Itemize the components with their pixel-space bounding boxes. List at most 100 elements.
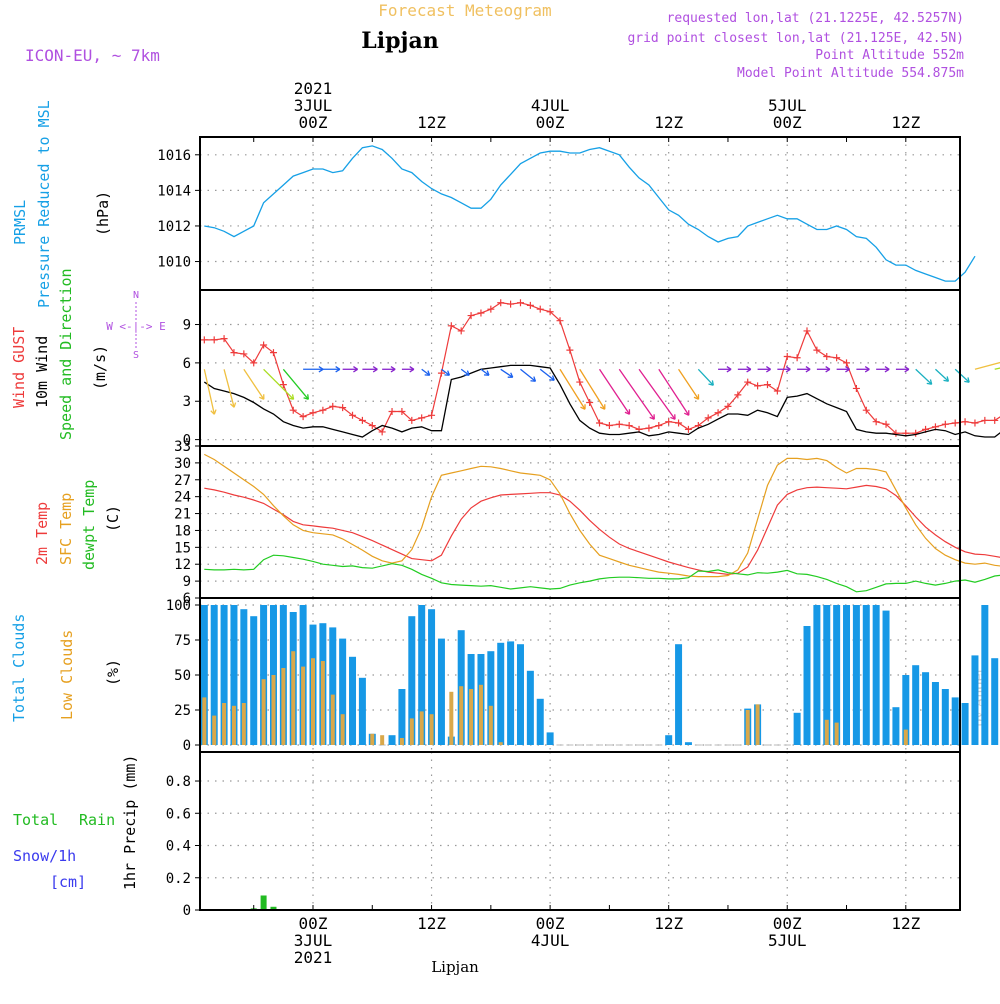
y-tick-label: 1014 xyxy=(157,183,191,199)
low-cloud-bar xyxy=(241,703,246,745)
low-cloud-bar xyxy=(222,703,227,745)
total-cloud-bar xyxy=(912,665,920,745)
arrow-shaft xyxy=(697,368,714,386)
low-cloud-bar xyxy=(824,719,829,745)
arrow-shaft xyxy=(203,369,215,415)
gust-point-marker xyxy=(220,335,228,343)
gust-point-marker xyxy=(428,411,436,419)
total-cloud-bar xyxy=(497,642,505,745)
arrow-head xyxy=(409,366,415,373)
gust-point-marker xyxy=(408,416,416,424)
sfc-temp-series-line xyxy=(204,453,1000,578)
gust-point-marker xyxy=(210,336,218,344)
arrow-head xyxy=(549,375,555,381)
gust-point-marker xyxy=(852,384,860,392)
wind-direction-arrow xyxy=(895,366,910,373)
arrow-head xyxy=(390,366,396,373)
wind-direction-arrow xyxy=(282,368,310,400)
wind-direction-arrow xyxy=(441,368,451,376)
wind-direction-arrow xyxy=(658,368,690,416)
total-cloud-bar xyxy=(388,735,396,745)
wind-direction-arrow xyxy=(480,368,490,376)
arrow-head xyxy=(210,409,217,415)
y-tick-label: 9 xyxy=(183,318,191,334)
total-cloud-bar xyxy=(250,616,258,745)
gust-point-marker xyxy=(783,352,791,360)
total-cloud-bar xyxy=(931,682,939,745)
time-label-top: 12Z xyxy=(417,113,446,132)
arrow-shaft xyxy=(915,368,933,385)
gust-point-marker xyxy=(358,416,366,424)
gust-point-marker xyxy=(684,425,692,433)
gust-point-marker xyxy=(279,381,287,389)
low-cloud-bar xyxy=(271,675,276,745)
y-tick-label: 1016 xyxy=(157,148,191,164)
gust-point-marker xyxy=(487,305,495,313)
y-tick-label: 0.8 xyxy=(166,774,191,790)
gust-point-marker xyxy=(299,413,307,421)
arrow-head xyxy=(229,402,237,408)
y-tick-label: 18 xyxy=(174,523,191,539)
y-tick-label: 9 xyxy=(183,574,191,590)
time-label-top: 12Z xyxy=(654,113,683,132)
time-label-bottom: 00Z xyxy=(773,914,802,933)
time-label-top: 2021 xyxy=(294,79,333,98)
low-cloud-bar xyxy=(459,686,464,745)
prmsl-label: PRMSL xyxy=(11,200,29,245)
gust-point-marker xyxy=(773,387,781,395)
point-altitude: Point Altitude 552m xyxy=(815,48,964,63)
gust-point-marker xyxy=(724,402,732,410)
time-label-bottom: 12Z xyxy=(891,914,920,933)
low-cloud-bar xyxy=(429,714,434,745)
arrow-head xyxy=(785,366,791,373)
wind-direction-arrow xyxy=(718,366,732,373)
total-cloud-bar xyxy=(793,712,801,745)
arrow-shaft xyxy=(559,368,586,410)
gust-point-marker xyxy=(349,411,357,419)
arrow-head xyxy=(805,366,811,373)
model-altitude: Model Point Altitude 554.875m xyxy=(737,66,964,81)
arrow-head xyxy=(424,370,431,376)
arrow-head xyxy=(693,394,700,400)
total-cloud-bar xyxy=(260,605,268,745)
plot-layer: 1010101210141016036969121518212427303302… xyxy=(157,79,1000,967)
low-cloud-bar xyxy=(231,705,236,745)
time-label-bottom: 3JUL xyxy=(294,931,333,950)
low-cloud-bar xyxy=(903,729,908,745)
arrow-head xyxy=(530,376,537,382)
compass-n: N xyxy=(133,290,139,301)
gust-point-marker xyxy=(536,305,544,313)
wind-direction-arrow xyxy=(500,368,514,378)
low-cloud-bar xyxy=(281,668,286,745)
wind-direction-arrow xyxy=(797,366,811,373)
low-cloud-bar xyxy=(301,666,306,745)
time-label-top: 12Z xyxy=(891,113,920,132)
prmsl-series-line xyxy=(204,145,976,282)
gust-point-marker xyxy=(269,349,277,357)
gust-point-marker xyxy=(803,327,811,335)
gust-point-marker xyxy=(398,407,406,415)
y-tick-label: 1012 xyxy=(157,219,191,235)
time-label-bottom: 00Z xyxy=(536,914,565,933)
low-cloud-bar xyxy=(478,684,483,745)
gust-point-marker xyxy=(843,359,851,367)
gust-point-marker xyxy=(734,391,742,399)
arrow-shaft xyxy=(678,368,700,400)
temp-unit: (C) xyxy=(104,505,122,532)
gust-point-marker xyxy=(388,407,396,415)
total-cloud-bar xyxy=(349,656,357,745)
wind-direction-arrow xyxy=(223,369,237,408)
y-tick-label: 0.6 xyxy=(166,806,191,822)
wind-direction-arrow xyxy=(460,368,470,376)
arrow-shaft xyxy=(618,368,655,420)
arrow-head xyxy=(372,366,378,373)
gust-point-marker xyxy=(497,299,505,307)
gust-point-marker xyxy=(704,414,712,422)
wind-direction-arrow xyxy=(954,368,970,383)
arrow-shaft xyxy=(460,368,470,376)
arrow-head xyxy=(464,370,470,376)
gust-point-marker xyxy=(971,419,979,427)
total-cloud-bar xyxy=(200,605,208,745)
precip-ylabel: 1hr Precip (mm) xyxy=(121,755,139,890)
total-cloud-bar xyxy=(872,605,880,745)
